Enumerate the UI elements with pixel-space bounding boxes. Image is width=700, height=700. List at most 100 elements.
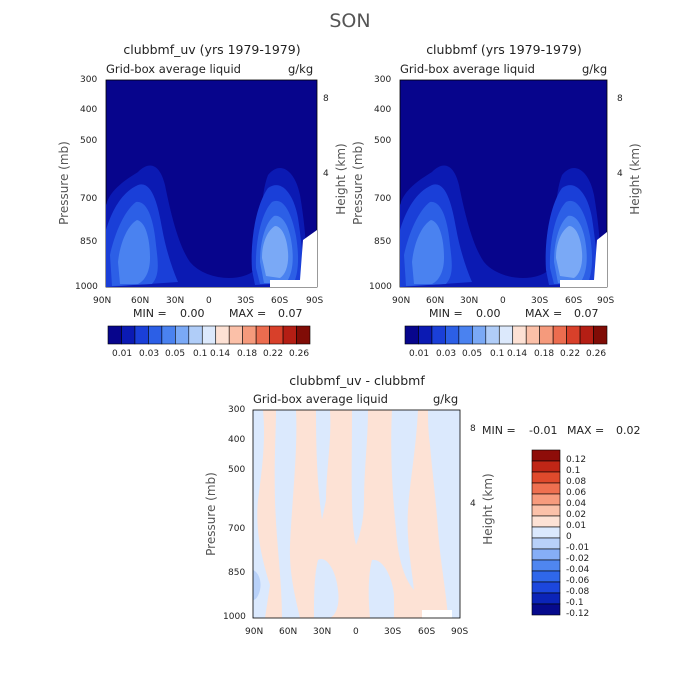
x-tick: 60N bbox=[131, 296, 150, 306]
min-label: MIN = bbox=[429, 307, 463, 320]
y-right-tick: 4 bbox=[617, 169, 623, 179]
colorbar-label: 0.14 bbox=[507, 349, 528, 359]
x-tick: 30S bbox=[384, 627, 402, 637]
x-tick: 90N bbox=[245, 627, 264, 637]
colorbar-label: -0.1 bbox=[566, 598, 584, 608]
colorbar-label: 0.18 bbox=[534, 349, 555, 359]
max-label: MAX = bbox=[525, 307, 563, 320]
colorbar-swatch bbox=[531, 592, 561, 605]
negative-region bbox=[428, 410, 460, 618]
y-tick: 400 bbox=[228, 435, 246, 445]
contour-level-5 bbox=[262, 226, 289, 278]
min-value: 0.00 bbox=[180, 307, 205, 320]
x-tick: 60S bbox=[271, 296, 289, 306]
colorbar-label: 0.03 bbox=[139, 349, 160, 359]
min-label: MIN = bbox=[482, 424, 516, 437]
colorbar-label: 0.26 bbox=[586, 349, 607, 359]
y-tick: 850 bbox=[228, 568, 246, 578]
panel-units: g/kg bbox=[433, 392, 459, 406]
y-tick: 300 bbox=[80, 75, 98, 85]
x-tick: 60N bbox=[426, 296, 445, 306]
colorbar-label: 0.03 bbox=[436, 349, 457, 359]
y-tick: 1000 bbox=[75, 282, 98, 292]
colorbar-swatch bbox=[531, 559, 561, 572]
colorbar-label: -0.01 bbox=[566, 543, 590, 553]
colorbar-swatch bbox=[531, 581, 561, 594]
x-tick: 0 bbox=[206, 296, 212, 306]
colorbar-label: -0.04 bbox=[566, 565, 590, 575]
missing-data bbox=[422, 610, 452, 618]
y-tick: 850 bbox=[374, 237, 392, 247]
missing-data bbox=[560, 232, 607, 287]
negative-region bbox=[314, 559, 339, 618]
contour-level-4 bbox=[412, 220, 444, 284]
y-tick: 700 bbox=[374, 194, 392, 204]
max-label: MAX = bbox=[567, 424, 605, 437]
y-tick: 500 bbox=[80, 136, 98, 146]
y-tick: 850 bbox=[80, 237, 98, 247]
x-tick: 90S bbox=[306, 296, 324, 306]
x-tick: 0 bbox=[500, 296, 506, 306]
colorbar-swatch bbox=[531, 537, 561, 550]
x-tick: 30N bbox=[313, 627, 332, 637]
contour-level-5 bbox=[556, 226, 583, 278]
x-tick: 30S bbox=[237, 296, 255, 306]
figure-suptitle: SON bbox=[329, 10, 371, 32]
x-tick: 60S bbox=[565, 296, 583, 306]
colorbar-label: 0.1 bbox=[566, 466, 581, 476]
y-tick: 500 bbox=[374, 136, 392, 146]
y-tick: 300 bbox=[228, 405, 246, 415]
x-tick: 90S bbox=[597, 296, 615, 306]
panel-title: clubbmf_uv (yrs 1979-1979) bbox=[123, 42, 301, 57]
colorbar-label: 0.1 bbox=[490, 349, 505, 359]
negative-region bbox=[274, 410, 300, 618]
y-tick: 1000 bbox=[223, 612, 246, 622]
colorbar-label: 0.01 bbox=[112, 349, 133, 359]
panel-subtitle: Grid-box average liquid bbox=[400, 62, 535, 76]
colorbar-swatch bbox=[531, 570, 561, 583]
colorbar-label: 0.01 bbox=[566, 521, 587, 531]
plot-frame bbox=[252, 409, 461, 619]
y-right-tick: 8 bbox=[470, 424, 476, 434]
x-tick: 60S bbox=[418, 627, 436, 637]
colorbar-label: 0.05 bbox=[165, 349, 186, 359]
x-tick: 30N bbox=[166, 296, 185, 306]
colorbar-swatch bbox=[296, 325, 311, 345]
y-tick: 1000 bbox=[369, 282, 392, 292]
negative-region bbox=[253, 410, 270, 618]
max-value: 0.07 bbox=[278, 307, 303, 320]
y-tick: 300 bbox=[374, 75, 392, 85]
colorbar-label: 0.12 bbox=[566, 455, 587, 465]
colorbar-label: 0.22 bbox=[560, 349, 581, 359]
x-tick: 90N bbox=[93, 296, 112, 306]
y-right-tick: 4 bbox=[323, 169, 329, 179]
y-tick: 400 bbox=[80, 105, 98, 115]
panel-title: clubbmf_uv - clubbmf bbox=[289, 373, 425, 388]
colorbar-swatch bbox=[531, 548, 561, 561]
colorbar-label: 0.04 bbox=[566, 499, 587, 509]
panel-units: g/kg bbox=[288, 62, 314, 76]
x-tick: 30S bbox=[531, 296, 549, 306]
negative-region bbox=[316, 410, 331, 520]
colorbar-swatch bbox=[593, 325, 608, 345]
colorbar-label: 0.06 bbox=[566, 488, 587, 498]
negative-region bbox=[351, 410, 368, 545]
y-tick: 700 bbox=[228, 524, 246, 534]
min-value: 0.00 bbox=[476, 307, 501, 320]
colorbar-label: 0.14 bbox=[210, 349, 231, 359]
colorbar-swatch bbox=[531, 603, 561, 616]
colorbar-label: -0.08 bbox=[566, 587, 590, 597]
colorbar-label: 0.08 bbox=[566, 477, 587, 487]
colorbar-label: 0.26 bbox=[289, 349, 310, 359]
max-label: MAX = bbox=[229, 307, 267, 320]
negative-region bbox=[368, 559, 394, 618]
x-tick: 90S bbox=[451, 627, 469, 637]
colorbar-label: 0 bbox=[566, 532, 572, 542]
max-value: 0.02 bbox=[616, 424, 641, 437]
